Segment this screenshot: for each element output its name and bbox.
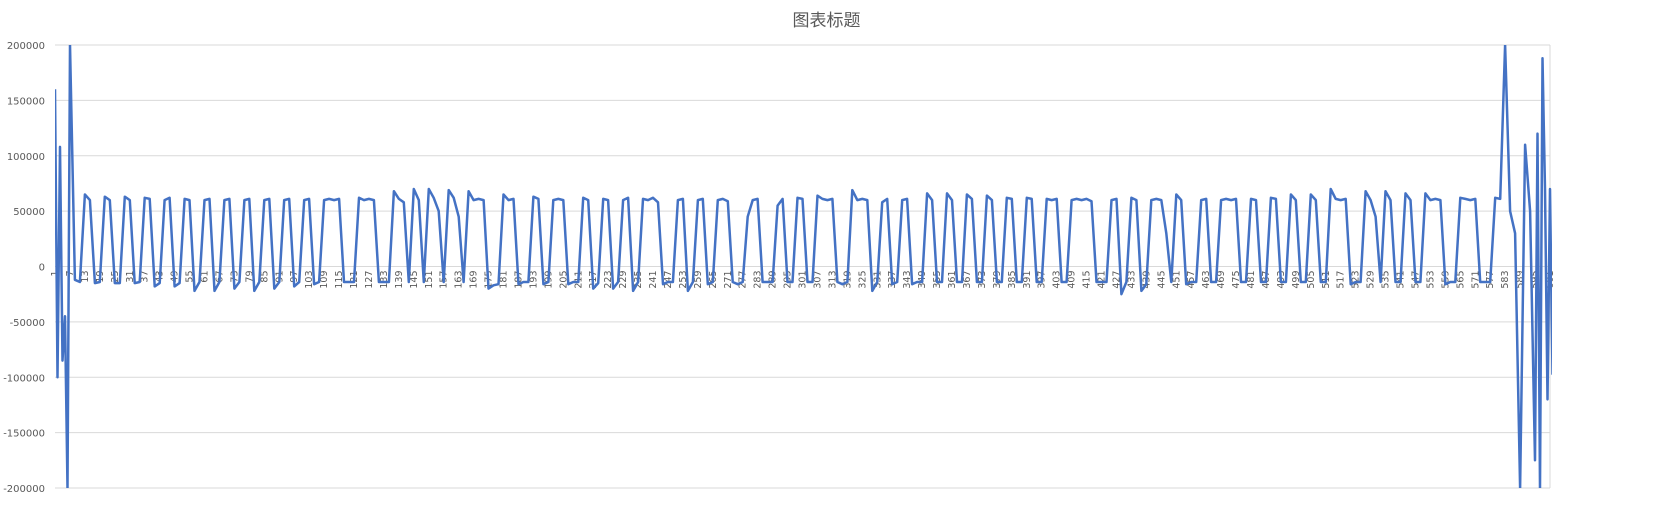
x-tick-label: 553 — [1425, 271, 1436, 289]
x-tick-label: 259 — [693, 271, 704, 289]
x-tick-label: 13 — [80, 271, 91, 283]
y-tick-label: -200000 — [3, 484, 45, 495]
x-tick-label: 421 — [1097, 271, 1108, 289]
x-tick-label: 523 — [1351, 271, 1362, 289]
x-tick-label: 103 — [304, 271, 315, 289]
x-tick-label: 163 — [454, 271, 465, 289]
x-tick-label: 205 — [558, 271, 569, 289]
x-tick-label: 109 — [319, 271, 330, 289]
x-tick-label: 385 — [1007, 271, 1018, 289]
x-tick-label: 463 — [1201, 271, 1212, 289]
y-tick-label: -100000 — [3, 373, 45, 384]
x-tick-label: 571 — [1470, 271, 1481, 289]
chart-title: 图表标题 — [792, 11, 861, 31]
x-tick-label: 403 — [1052, 271, 1063, 289]
x-tick-label: 79 — [244, 271, 255, 283]
x-tick-label: 361 — [947, 271, 958, 289]
x-tick-label: 241 — [648, 271, 659, 289]
x-tick-label: 565 — [1455, 271, 1466, 289]
x-tick-label: 271 — [723, 271, 734, 289]
y-tick-label: 100000 — [7, 152, 45, 163]
x-tick-label: 427 — [1111, 271, 1122, 289]
x-tick-label: 133 — [379, 271, 390, 289]
series-line — [55, 45, 1552, 488]
x-tick-label: 31 — [125, 271, 136, 283]
x-tick-label: 37 — [140, 271, 151, 283]
x-tick-label: 223 — [603, 271, 614, 289]
y-tick-label: -150000 — [3, 429, 45, 440]
x-tick-label: 367 — [962, 271, 973, 289]
x-tick-label: 583 — [1500, 271, 1511, 289]
x-tick-label: 313 — [827, 271, 838, 289]
x-tick-label: 415 — [1082, 271, 1093, 289]
y-tick-label: -50000 — [10, 318, 45, 329]
x-tick-label: 481 — [1246, 271, 1257, 289]
x-tick-label: 589 — [1515, 271, 1526, 289]
x-tick-label: 505 — [1306, 271, 1317, 289]
x-tick-label: 181 — [499, 271, 510, 289]
x-tick-label: 517 — [1336, 271, 1347, 289]
x-tick-label: 457 — [1186, 271, 1197, 289]
x-tick-label: 253 — [678, 271, 689, 289]
x-tick-label: 169 — [469, 271, 480, 289]
x-tick-label: 139 — [394, 271, 405, 289]
x-tick-label: 469 — [1216, 271, 1227, 289]
x-tick-label: 7 — [65, 271, 76, 277]
x-tick-label: 127 — [364, 271, 375, 289]
x-tick-label: 301 — [798, 271, 809, 289]
x-tick-label: 391 — [1022, 271, 1033, 289]
x-tick-label: 475 — [1231, 271, 1242, 289]
x-tick-label: 247 — [663, 271, 674, 289]
x-tick-label: 499 — [1291, 271, 1302, 289]
x-tick-label: 55 — [185, 271, 196, 283]
x-tick-label: 283 — [753, 271, 764, 289]
x-tick-label: 529 — [1366, 271, 1377, 289]
x-tick-label: 445 — [1156, 271, 1167, 289]
x-tick-label: 145 — [409, 271, 420, 289]
y-tick-label: 50000 — [13, 207, 45, 218]
x-tick-label: 193 — [528, 271, 539, 289]
x-tick-label: 307 — [812, 271, 823, 289]
x-tick-label: 409 — [1067, 271, 1078, 289]
y-tick-label: 150000 — [7, 96, 45, 107]
y-tick-label: 200000 — [7, 41, 45, 52]
x-tick-label: 229 — [618, 271, 629, 289]
x-tick-label: 61 — [200, 271, 211, 283]
x-tick-label: 325 — [857, 271, 868, 289]
x-tick-label: 535 — [1381, 271, 1392, 289]
series-lines — [55, 45, 1552, 488]
x-tick-label: 151 — [424, 271, 435, 289]
x-tick-label: 85 — [259, 271, 270, 283]
x-tick-label: 343 — [902, 271, 913, 289]
x-tick-label: 451 — [1171, 271, 1182, 289]
x-tick-label: 115 — [334, 271, 345, 289]
x-tick-label: 433 — [1126, 271, 1137, 289]
y-axis-ticks: 200000 150000 100000 50000 0 -50000 -100000 -15… — [3, 41, 45, 495]
y-tick-label: 0 — [39, 263, 45, 274]
